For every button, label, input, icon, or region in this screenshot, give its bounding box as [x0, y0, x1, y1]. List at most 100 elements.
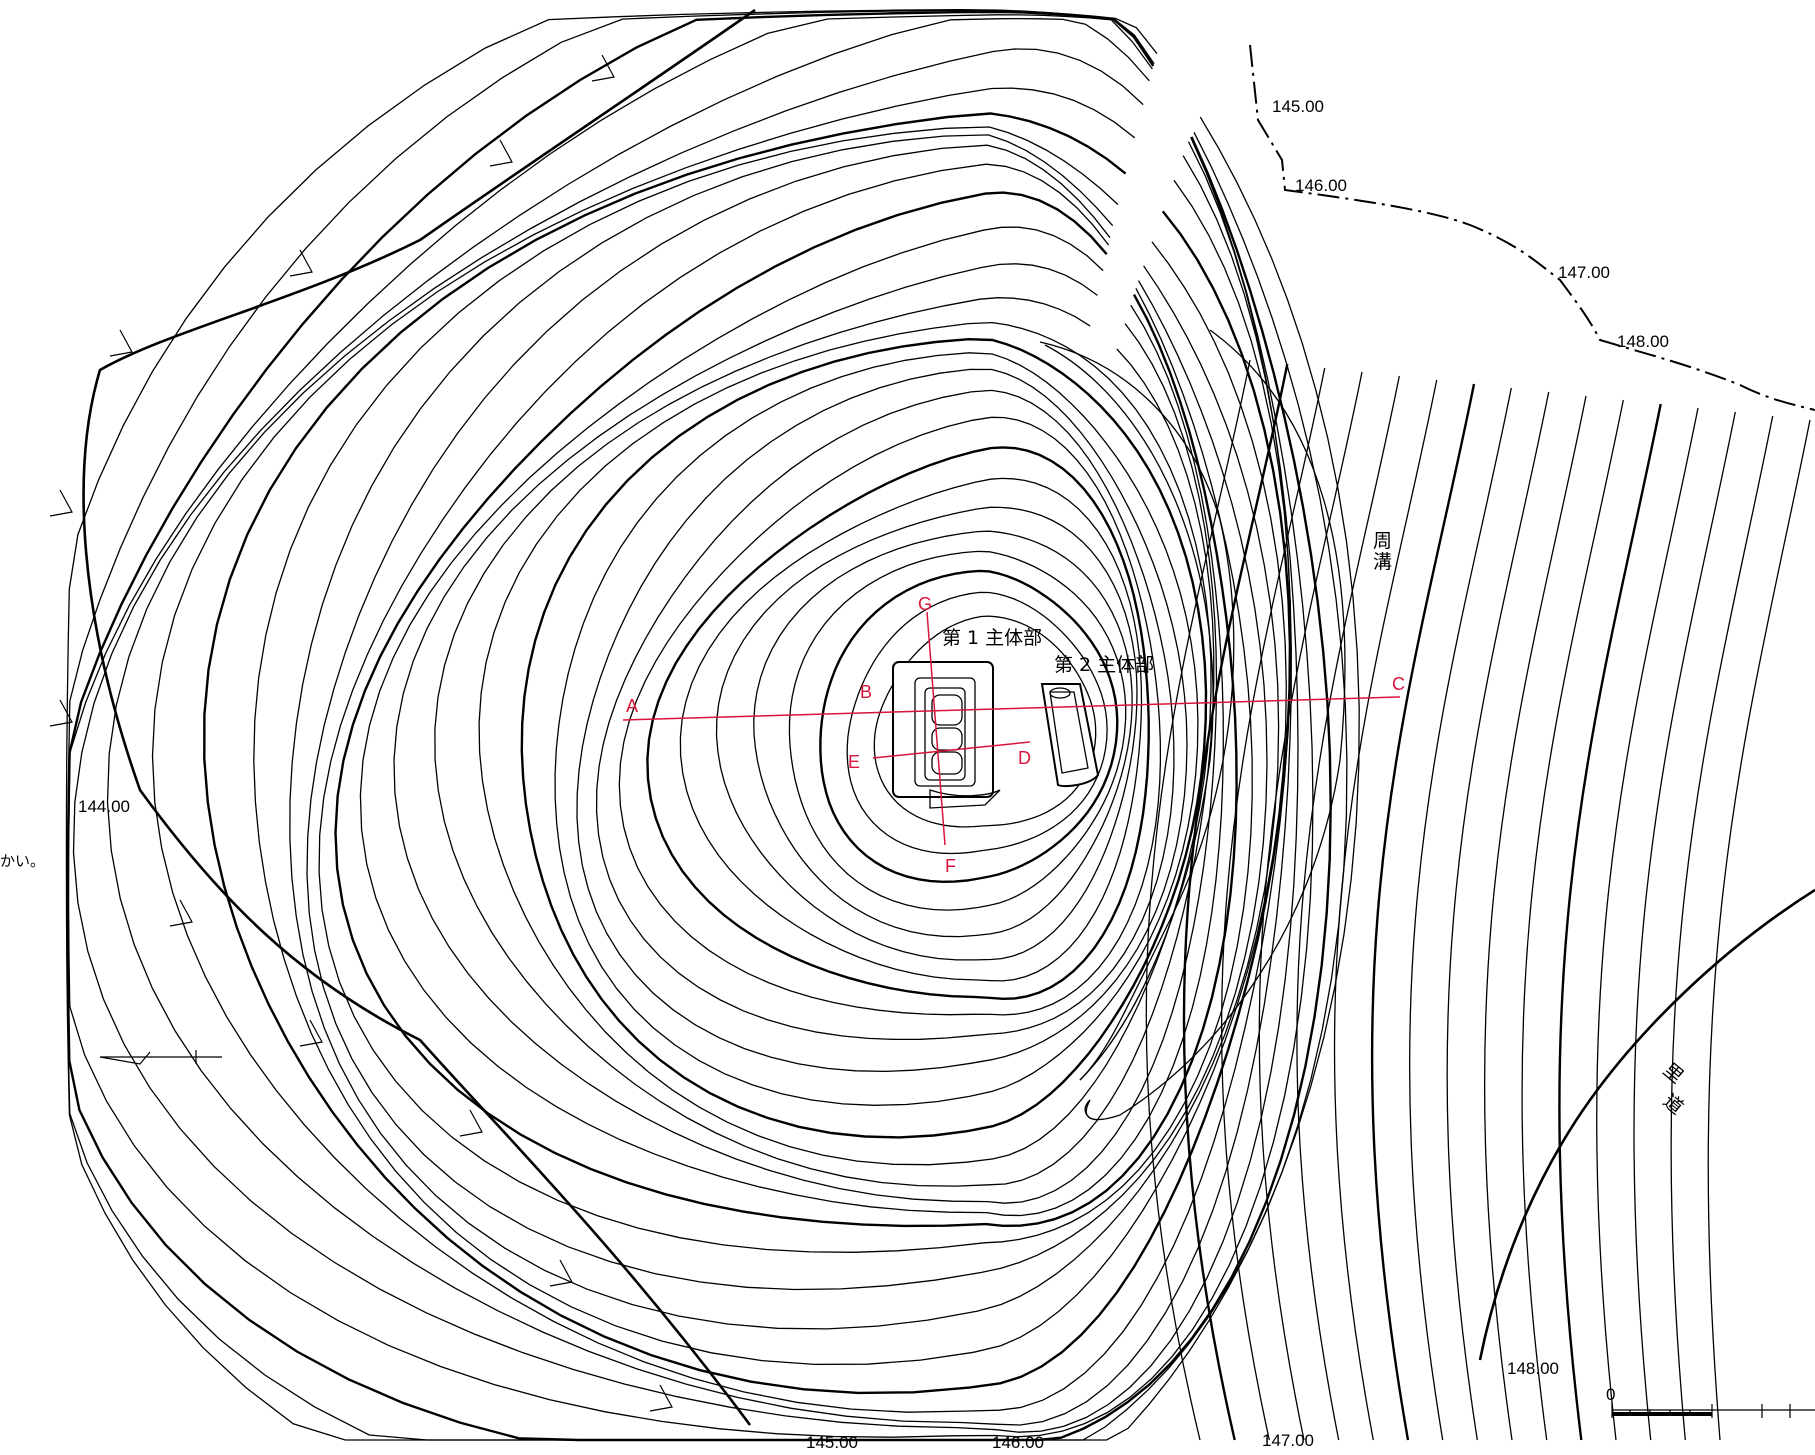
hachure-mark — [169, 899, 193, 927]
section-point-f: F — [945, 856, 956, 876]
contour-line-east — [1409, 387, 1512, 1441]
road-edge — [1478, 888, 1815, 1361]
hachure-mark — [549, 1259, 573, 1287]
section-line-e-d — [872, 741, 1031, 759]
moat-west-crescent — [1039, 341, 1235, 1081]
burial-1-middle — [914, 677, 976, 787]
contour-line-east — [1596, 407, 1699, 1441]
burial-1-inner — [924, 687, 966, 781]
hachure-mark — [109, 329, 133, 357]
hachure-mark — [289, 249, 313, 277]
burial-1-lip — [929, 789, 1001, 809]
elevation-label-145-top: 145.00 — [1272, 97, 1324, 116]
section-point-a: A — [626, 696, 638, 716]
contour-line — [66, 9, 1348, 1441]
contour-line — [72, 17, 1299, 1433]
contour-line — [873, 615, 1097, 828]
contour-lines — [65, 9, 1360, 1442]
burial-2-pit — [1040, 683, 1100, 788]
elevation-label-147-bottom: 147.00 — [1262, 1431, 1314, 1450]
hachure-mark — [591, 54, 615, 82]
moat-inner-edge — [1044, 344, 1214, 1081]
contour-line — [67, 14, 1314, 1438]
contour-line — [753, 530, 1133, 938]
moat-label-1: 周 — [1373, 530, 1392, 552]
contour-line-east — [1558, 403, 1662, 1441]
section-line-g-f — [926, 611, 946, 846]
contour-line — [595, 389, 1175, 1041]
contour-line — [106, 48, 1292, 1426]
contour-line — [359, 226, 1224, 1217]
contour-line — [318, 163, 1253, 1253]
hachure-mark — [49, 699, 73, 727]
section-point-c: C — [1392, 674, 1405, 694]
contour-line — [618, 416, 1162, 1016]
section-point-d: D — [1018, 748, 1031, 768]
contour-line — [151, 87, 1292, 1413]
contour-line — [289, 134, 1280, 1330]
contour-line-east — [1145, 359, 1251, 1441]
scale-zero: 0 — [1606, 1385, 1615, 1404]
contour-line — [679, 477, 1143, 982]
contour-line — [819, 569, 1119, 884]
mound-outer-edge — [82, 8, 756, 1426]
contour-line-east — [1296, 375, 1400, 1441]
contour-line-east — [1670, 415, 1774, 1441]
moat-outer-edge — [1085, 329, 1346, 1121]
elevation-label-148-right: 148.00 — [1507, 1359, 1559, 1378]
elevation-label-147-top: 147.00 — [1558, 263, 1610, 282]
contour-line-east — [1221, 367, 1326, 1441]
burial-1-cell-3 — [931, 751, 963, 775]
contour-line-east — [1258, 371, 1363, 1441]
burial-1-pit — [892, 661, 1001, 809]
moat-label-2: 溝 — [1373, 551, 1392, 573]
survey-boundary — [1249, 44, 1815, 411]
hachure-mark — [49, 489, 73, 517]
contour-line — [253, 126, 1287, 1366]
contour-line — [306, 144, 1268, 1291]
contour-line — [520, 337, 1208, 1139]
north-arrow-mark — [99, 1050, 222, 1065]
road-label-2: 道 — [1659, 1090, 1688, 1119]
burial-2-inner — [1049, 691, 1089, 774]
elevation-label-148-top: 148.00 — [1617, 332, 1669, 351]
contour-line — [554, 352, 1199, 1106]
text-fragment: かい。 — [0, 852, 45, 870]
elevation-label-146-top: 146.00 — [1295, 176, 1347, 195]
contour-line — [334, 191, 1238, 1228]
contour-line-east — [1633, 411, 1736, 1441]
burial-2-end — [1049, 687, 1071, 699]
elevation-label-144-left: 144.00 — [78, 797, 130, 816]
contour-line — [576, 368, 1188, 1073]
contour-line — [478, 321, 1212, 1166]
contour-line-east — [1483, 395, 1587, 1441]
contour-line — [646, 446, 1150, 1001]
scale-bar: 0 — [1606, 1385, 1815, 1418]
section-point-e: E — [848, 752, 860, 772]
hachure-mark — [459, 1109, 483, 1137]
contour-line-east — [1182, 363, 1289, 1441]
burial-1-outer — [892, 661, 994, 798]
elevation-label-146-bottom: 146.00 — [992, 1433, 1044, 1452]
hachure-mark — [299, 1019, 323, 1047]
burial-1-label: 第 1 主体部 — [942, 627, 1042, 649]
contour-line-east — [1446, 391, 1550, 1441]
hachure-mark — [489, 139, 513, 167]
contour-line — [393, 263, 1218, 1204]
moat-head — [1084, 1099, 1091, 1119]
contour-line — [846, 591, 1108, 855]
hachure-mark — [649, 1384, 673, 1412]
contour-line — [715, 506, 1138, 961]
section-line-a-c — [622, 696, 1401, 721]
section-point-g: G — [918, 594, 932, 614]
contour-line — [788, 550, 1127, 911]
elevation-label-145-bottom: 145.00 — [806, 1433, 858, 1452]
contour-line — [434, 297, 1215, 1187]
burial-2-outer — [1040, 683, 1100, 788]
contour-line-east — [1707, 419, 1811, 1441]
contour-line-east — [1521, 399, 1624, 1441]
road-label-1: 里 — [1659, 1059, 1688, 1088]
slope-hachures — [49, 54, 673, 1412]
burial-2-label: 第 2 主体部 — [1054, 654, 1154, 676]
